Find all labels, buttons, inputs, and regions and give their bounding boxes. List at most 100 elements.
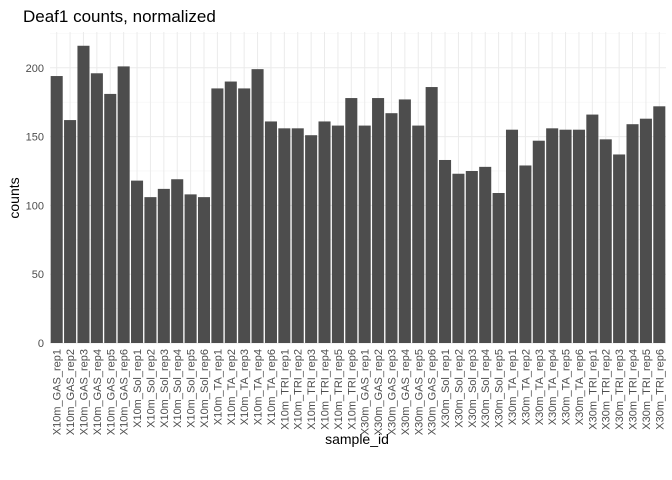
bar (505, 129, 519, 343)
bar (278, 128, 291, 343)
x-tick-label: X10m_GAS_rep3 (78, 349, 90, 435)
y-tick-label: 100 (26, 200, 44, 212)
x-tick-label: X30m_TA_rep4 (547, 349, 559, 425)
x-tick-label: X30m_TA_rep1 (507, 349, 519, 425)
bar (331, 125, 344, 343)
bar (452, 173, 465, 343)
x-tick-label: X10m_Sol_rep6 (199, 349, 211, 428)
bar (372, 98, 385, 343)
x-tick-label: X10m_GAS_rep4 (92, 349, 104, 435)
bar (64, 120, 77, 343)
bar (546, 128, 559, 343)
bar (519, 165, 532, 343)
x-axis-title: sample_id (325, 431, 389, 447)
y-axis-title: counts (6, 177, 22, 218)
bar (251, 69, 264, 344)
bar (639, 118, 652, 343)
x-tick-label: X30m_TRI_rep2 (601, 349, 613, 430)
x-tick-label: X10m_Sol_rep1 (132, 349, 144, 428)
x-tick-label: X30m_TRI_rep6 (654, 349, 666, 430)
x-tick-label: X10m_TRI_rep3 (306, 349, 318, 430)
y-tick-label: 200 (26, 63, 44, 75)
bar (439, 159, 452, 343)
bar (77, 45, 90, 343)
bar (465, 170, 478, 343)
bars (50, 45, 666, 344)
bar (211, 88, 224, 343)
bar (412, 125, 425, 343)
x-tick-label: X10m_GAS_rep5 (105, 349, 117, 435)
x-tick-label: X10m_Sol_rep2 (145, 349, 157, 428)
y-tick-label: 50 (32, 269, 44, 281)
bar (90, 73, 103, 343)
x-tick-label: X10m_Sol_rep4 (172, 349, 184, 428)
x-tick-label: X10m_TRI_rep5 (333, 349, 345, 430)
x-tick-label: X30m_Sol_rep2 (453, 349, 465, 428)
x-tick-label: X10m_Sol_rep5 (186, 349, 198, 428)
bar (398, 99, 411, 344)
chart-title: Deaf1 counts, normalized (23, 7, 216, 26)
x-tick-label: X30m_GAS_rep6 (427, 349, 439, 435)
x-tick-label: X30m_GAS_rep4 (400, 349, 412, 435)
bar (653, 106, 666, 343)
x-tick-label: X10m_TA_rep6 (266, 349, 278, 425)
bar (197, 197, 211, 343)
x-tick-label: X30m_GAS_rep1 (360, 349, 372, 435)
x-tick-label: X30m_TA_rep5 (561, 349, 573, 425)
x-tick-label: X30m_TA_rep3 (534, 349, 546, 425)
x-tick-label: X30m_TA_rep6 (574, 349, 586, 425)
bar (626, 124, 639, 343)
x-tick-label: X30m_TRI_rep1 (587, 349, 599, 430)
x-tick-label: X10m_TA_rep3 (239, 349, 251, 425)
x-tick-label: X10m_TA_rep1 (212, 349, 224, 425)
bar (479, 166, 492, 343)
x-tick-label: X30m_TRI_rep3 (614, 349, 626, 430)
x-tick-label: X30m_Sol_rep3 (467, 349, 479, 428)
bar (613, 154, 626, 343)
bar (492, 193, 505, 343)
bar (50, 76, 63, 343)
bar (358, 125, 371, 343)
x-tick-label: X10m_TRI_rep6 (346, 349, 358, 430)
x-tick-label: X30m_TRI_rep4 (628, 349, 640, 430)
bar (157, 188, 170, 343)
y-axis-ticks: 0 50 100 150 200 (26, 63, 44, 350)
x-tick-label: X10m_TA_rep2 (226, 349, 238, 425)
bar (117, 66, 130, 344)
x-tick-label: X10m_TRI_rep4 (320, 349, 332, 430)
bar (144, 197, 157, 343)
x-tick-label: X30m_Sol_rep5 (494, 349, 506, 428)
x-tick-label: X30m_GAS_rep3 (386, 349, 398, 435)
y-tick-label: 150 (26, 132, 44, 144)
x-tick-label: X30m_GAS_rep5 (413, 349, 425, 435)
bar (345, 98, 358, 343)
bar (385, 113, 398, 343)
bar (291, 128, 304, 343)
bar (171, 179, 184, 343)
bar (184, 194, 197, 343)
x-tick-label: X10m_Sol_rep3 (159, 349, 171, 428)
bar (586, 114, 599, 343)
x-tick-label: X30m_Sol_rep4 (480, 349, 492, 428)
x-axis-ticks: X10m_GAS_rep1 X10m_GAS_rep2 X10m_GAS_rep3 X… (52, 349, 667, 435)
x-tick-label: X30m_TRI_rep5 (641, 349, 653, 430)
x-tick-label: X30m_GAS_rep2 (373, 349, 385, 435)
x-tick-label: X30m_TA_rep2 (520, 349, 532, 425)
bar (318, 121, 331, 343)
bar (532, 140, 545, 343)
bar (224, 81, 237, 343)
bar (104, 93, 117, 343)
x-tick-label: X10m_TRI_rep1 (279, 349, 291, 430)
x-tick-label: X10m_GAS_rep1 (52, 349, 64, 435)
bar (305, 135, 318, 343)
bar (264, 121, 277, 343)
x-tick-label: X10m_GAS_rep2 (65, 349, 77, 435)
bar (238, 88, 251, 343)
y-tick-label: 0 (38, 338, 44, 350)
bar (572, 129, 585, 343)
x-tick-label: X30m_Sol_rep1 (440, 349, 452, 428)
bar (131, 180, 144, 343)
bar (599, 139, 612, 343)
bar (559, 129, 572, 343)
